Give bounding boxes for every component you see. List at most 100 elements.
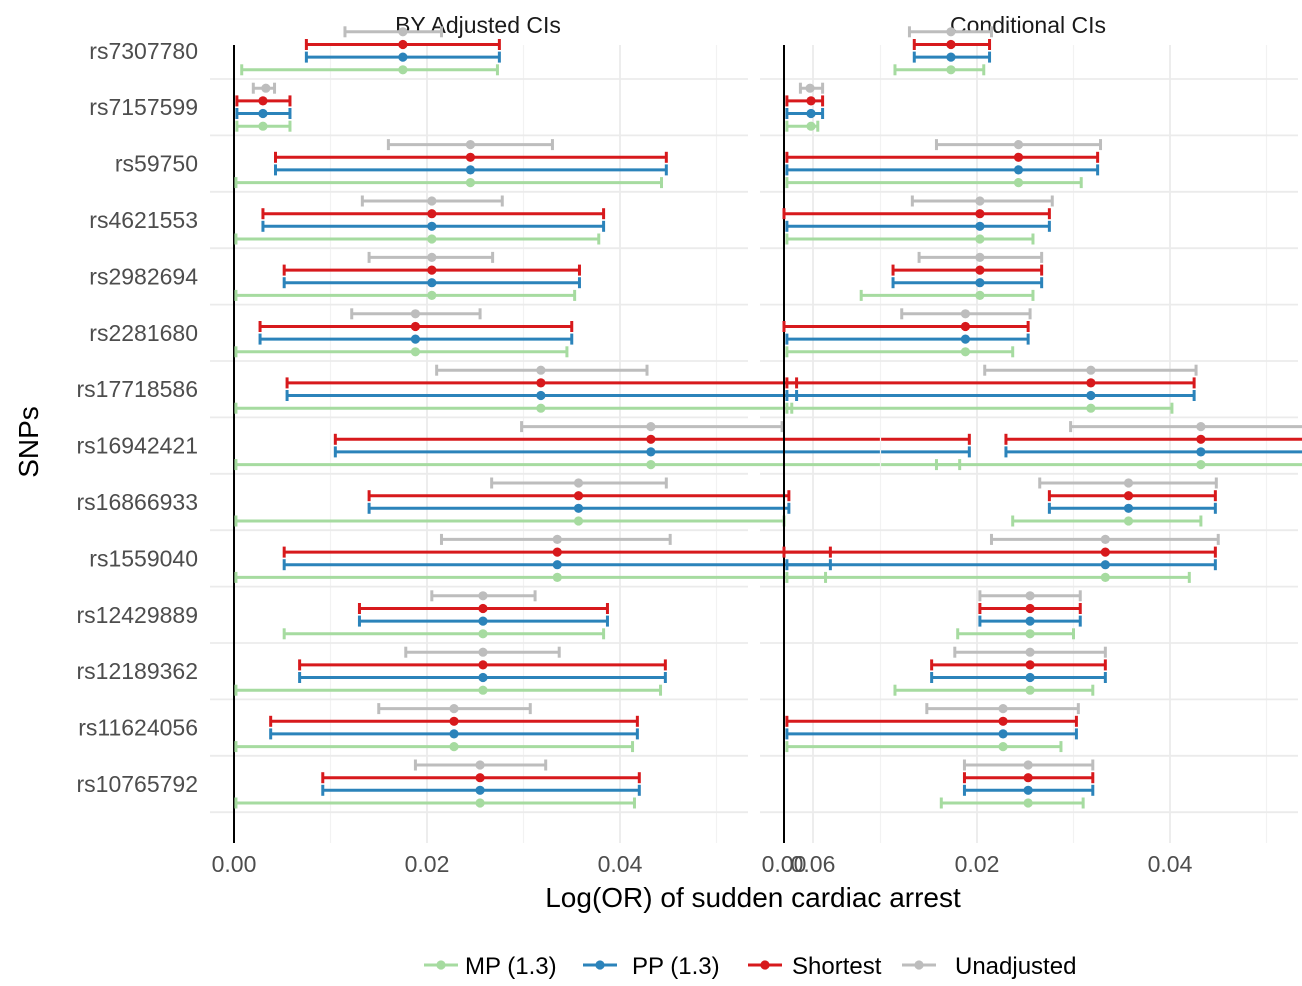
errorbar-pp-1-3-rs7307780 (912, 51, 992, 63)
errorbar-shortest-rs4621553 (261, 208, 606, 220)
point-estimate (998, 729, 1008, 739)
y-tick-label-rs2281680: rs2281680 (89, 320, 198, 346)
point-estimate (573, 491, 584, 501)
errorbar-unadjusted-rs12429889 (978, 590, 1082, 602)
point-estimate (536, 378, 546, 388)
errorbar-pp-1-3-rs59750 (273, 164, 668, 176)
errorbar-mp-1-3-rs2982694 (859, 289, 1035, 301)
point-estimate (1123, 491, 1134, 501)
point-estimate (975, 265, 985, 275)
errorbar-shortest-rs17718586 (285, 377, 799, 389)
errorbar-unadjusted-rs17718586 (983, 364, 1198, 376)
point-estimate (398, 39, 408, 50)
y-tick-label-rs16942421: rs16942421 (77, 433, 199, 459)
legend-item-pp-1-3: PP (1.3) (583, 953, 720, 980)
errorbar-unadjusted-rs2982694 (367, 251, 495, 263)
point-estimate (410, 334, 421, 344)
point-estimate (573, 478, 584, 488)
panel-by-adjusted-cis: 0.00 0.02 0.04 0.06 (210, 26, 971, 877)
point-estimate (1086, 378, 1096, 388)
legend-point-swatch (436, 960, 446, 970)
point-estimate (1100, 560, 1110, 570)
panel-conditional-cis: 0.00 0.02 0.04 0.06 (760, 26, 1302, 877)
errorbar-pp-1-3-rs16942421 (333, 446, 971, 458)
point-estimate (1196, 460, 1206, 470)
point-estimate (465, 140, 476, 150)
errorbar-mp-1-3-rs1559040 (785, 571, 1191, 583)
point-estimate (552, 547, 562, 557)
errorbar-unadjusted-rs1559040 (989, 533, 1220, 545)
point-estimate (998, 716, 1008, 726)
point-estimate (1025, 672, 1035, 683)
errorbar-mp-1-3-rs7157599 (235, 120, 292, 132)
x-tick-label: 0.04 (1148, 851, 1193, 877)
x-axis-title: Log(OR) of sudden cardiac arrest (545, 882, 961, 913)
point-estimate (478, 603, 488, 614)
point-estimate (258, 121, 268, 131)
point-estimate (646, 460, 656, 470)
errorbar-mp-1-3-rs7307780 (240, 64, 499, 76)
point-estimate (552, 534, 562, 545)
point-estimate (1023, 760, 1033, 770)
y-tick-label-rs16866933: rs16866933 (77, 489, 199, 515)
point-estimate (465, 178, 476, 188)
x-tick-label: 0.02 (405, 851, 450, 877)
point-estimate (1196, 434, 1206, 444)
errorbar-mp-1-3-rs16942421 (934, 459, 1302, 471)
errorbar-mp-1-3-rs4621553 (785, 233, 1035, 245)
point-estimate (449, 704, 459, 714)
point-estimate (258, 96, 268, 106)
point-estimate (960, 321, 971, 332)
errorbar-pp-1-3-rs2982694 (282, 277, 581, 289)
errorbar-pp-1-3-rs16866933 (1047, 502, 1217, 514)
point-estimate (998, 742, 1008, 752)
point-estimate (536, 403, 546, 413)
y-tick-label-rs1559040: rs1559040 (89, 545, 198, 571)
errorbar-shortest-rs1559040 (782, 546, 1217, 558)
errorbar-mp-1-3-rs16866933 (1011, 515, 1203, 527)
y-tick-label-rs59750: rs59750 (115, 151, 198, 177)
errorbar-shortest-rs12429889 (357, 603, 609, 614)
errorbar-unadjusted-rs7157599 (798, 82, 825, 94)
point-estimate (449, 729, 459, 739)
point-estimate (427, 209, 437, 219)
errorbar-pp-1-3-rs11624056 (785, 728, 1078, 740)
errorbar-unadjusted-rs12429889 (430, 590, 537, 602)
point-estimate (478, 647, 488, 657)
point-estimate (475, 798, 485, 808)
point-estimate (427, 265, 437, 275)
errorbar-mp-1-3-rs4621553 (234, 233, 601, 245)
errorbar-mp-1-3-rs17718586 (234, 402, 794, 414)
errorbar-unadjusted-rs11624056 (377, 703, 532, 715)
errorbar-unadjusted-rs11624056 (925, 703, 1080, 715)
point-estimate (975, 221, 985, 231)
point-estimate (573, 503, 584, 513)
errorbar-mp-1-3-rs11624056 (234, 741, 635, 753)
point-estimate (478, 616, 488, 626)
y-tick-label-rs12429889: rs12429889 (77, 602, 199, 628)
point-estimate (478, 591, 488, 601)
legend-label: MP (1.3) (465, 953, 557, 980)
legend-item-shortest: Shortest (748, 953, 882, 980)
point-estimate (465, 152, 476, 162)
errorbar-pp-1-3-rs10765792 (321, 784, 641, 796)
errorbar-pp-1-3-rs7307780 (304, 51, 501, 63)
point-estimate (427, 196, 437, 206)
point-estimate (1013, 165, 1024, 175)
point-estimate (478, 672, 488, 683)
point-estimate (946, 39, 956, 50)
legend-point-swatch (914, 960, 924, 970)
x-tick-label: 0.06 (791, 851, 836, 877)
x-tick-label: 0.00 (762, 851, 807, 877)
x-tick-label: 0.04 (598, 851, 643, 877)
errorbar-shortest-rs12189362 (930, 659, 1107, 671)
legend-label: PP (1.3) (632, 953, 720, 980)
errorbar-pp-1-3-rs16942421 (1004, 446, 1302, 458)
point-estimate (998, 704, 1008, 714)
y-tick-label-rs7157599: rs7157599 (89, 94, 198, 120)
point-estimate (427, 290, 437, 300)
point-estimate (975, 290, 985, 300)
x-tick-label: 0.00 (212, 851, 257, 877)
legend-label: Unadjusted (955, 953, 1076, 980)
